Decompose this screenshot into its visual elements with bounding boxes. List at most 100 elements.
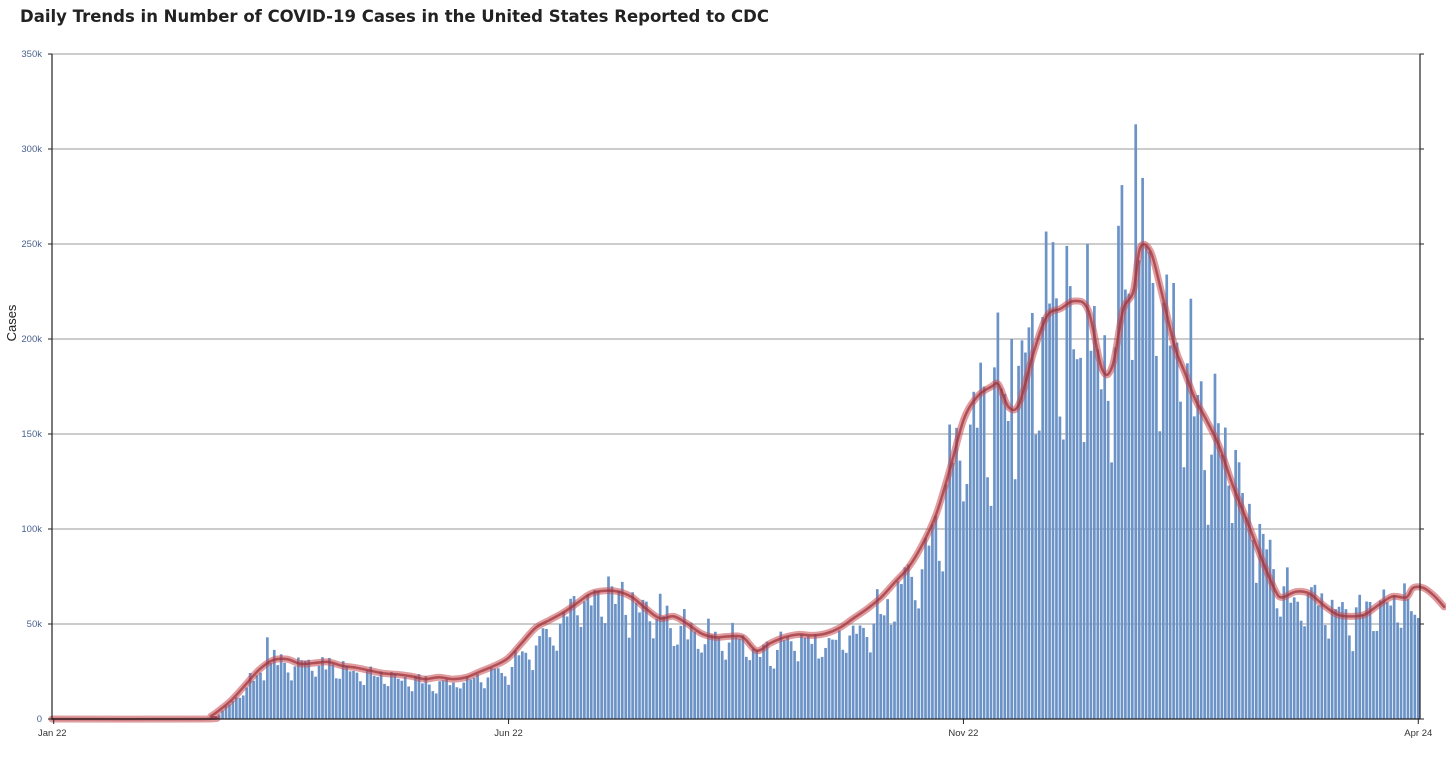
bar-day-229 [841,649,845,719]
bar-day-190 [707,618,710,719]
bar-day-56 [245,687,249,719]
bar-day-208 [769,665,772,719]
bar-day-237 [869,652,872,719]
y-tick-label: 0 [37,714,42,725]
bar-day-282 [1024,352,1027,719]
bar-day-286 [1037,430,1041,719]
bar-day-261 [951,462,955,719]
bar-day-239 [875,589,879,719]
bar-day-255 [931,524,934,719]
bar-day-372 [1334,609,1337,719]
bar-day-68 [286,672,290,719]
bar-day-66 [279,654,283,719]
bar-day-270 [982,386,986,719]
bar-day-144 [548,637,552,719]
bar-day-196 [727,642,731,719]
bar-day-165 [620,581,624,719]
axes [51,54,1421,720]
bar-day-323 [1165,274,1169,719]
bar-day-395 [1413,614,1417,719]
bar-day-267 [972,391,976,719]
bar-day-159 [600,616,603,719]
bar-day-370 [1327,638,1331,719]
bar-day-235 [862,627,865,719]
bar-day-264 [962,501,965,719]
bar-day-260 [948,424,951,719]
bar-day-220 [810,643,814,719]
bar-day-149 [565,616,569,719]
bar-day-157 [593,590,597,719]
bar-day-96 [383,683,386,719]
bar-day-392 [1403,583,1406,719]
bar-day-192 [713,631,717,719]
bar-day-377 [1351,651,1355,719]
bar-day-170 [638,612,641,719]
bar-day-369 [1323,625,1327,719]
bar-day-176 [658,593,662,719]
bar-day-258 [941,571,945,719]
bar-day-284 [1031,312,1034,719]
bar-day-342 [1230,522,1234,719]
bar-day-87 [352,670,355,719]
bar-day-349 [1254,582,1258,719]
bar-day-275 [999,388,1003,719]
bar-day-95 [379,671,383,719]
bar-day-65 [276,665,280,719]
bar-day-386 [1382,589,1386,719]
bar-day-114 [445,679,448,719]
bar-day-293 [1062,439,1065,719]
bar-day-380 [1361,614,1365,719]
bar-day-278 [1010,339,1014,719]
bar-day-234 [858,625,862,719]
bar-day-223 [820,656,824,719]
bar-day-116 [452,682,455,719]
y-tick-label: 50k [27,619,43,630]
bar-day-371 [1330,599,1334,719]
bar-day-58 [252,680,255,719]
bar-day-346 [1244,517,1248,719]
bar-day-389 [1392,595,1396,719]
bar-day-277 [1006,421,1010,719]
bar-day-331 [1192,416,1196,719]
bar-day-325 [1172,282,1175,719]
bar-day-225 [827,638,831,719]
bar-day-356 [1279,616,1282,719]
bar-day-150 [569,598,572,719]
bar-day-263 [958,460,962,719]
bar-day-145 [552,645,555,719]
bar-day-381 [1365,601,1368,719]
bar-day-334 [1203,470,1206,719]
bar-day-202 [748,660,752,719]
bar-day-101 [400,680,404,719]
bar-day-259 [944,484,948,719]
bar-day-385 [1379,600,1382,719]
bar-day-75 [310,670,314,719]
bar-day-146 [555,650,559,719]
bar-day-52 [231,700,235,719]
bar-day-131 [503,676,507,719]
bar-day-328 [1182,467,1186,719]
bar-day-307 [1110,462,1113,719]
bar-day-273 [993,367,996,719]
bar-day-141 [538,636,541,719]
bar-day-362 [1299,620,1303,719]
bar-day-226 [831,639,834,719]
bar-day-251 [917,608,920,719]
bar-day-125 [483,688,486,719]
bar-day-161 [607,576,610,719]
bar-day-320 [1155,355,1158,719]
bar-day-214 [789,641,793,719]
bar-day-276 [1003,393,1007,719]
bar-day-160 [603,623,607,719]
bar-day-215 [793,650,796,719]
bar-day-64 [272,649,276,719]
bar-day-99 [393,673,397,719]
bar-day-257 [937,560,941,719]
bar-day-243 [889,624,893,719]
bar-day-189 [703,644,707,719]
bar-day-383 [1372,631,1375,719]
bar-day-98 [390,672,393,719]
bar-day-272 [989,505,993,719]
bar-day-203 [751,648,755,719]
bar-day-73 [303,660,307,719]
